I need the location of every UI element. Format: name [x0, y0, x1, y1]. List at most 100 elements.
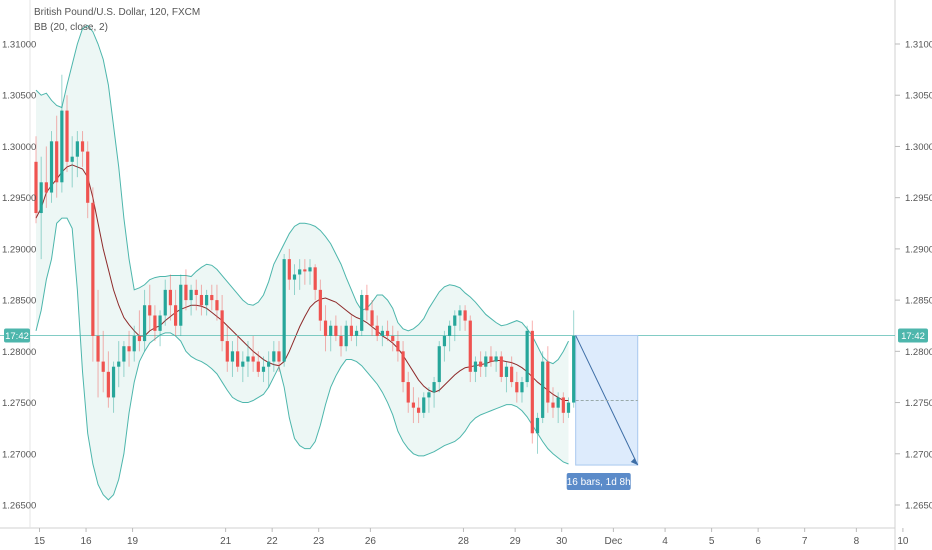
upper-band-line — [35, 24, 569, 365]
x-tick-label: 4 — [662, 536, 668, 547]
candle — [60, 74, 64, 193]
candle — [132, 325, 136, 362]
candle-body — [173, 305, 178, 326]
y-tick-label-right: 1.31000 — [905, 40, 932, 51]
candle — [354, 325, 359, 347]
x-tick-label: 16 — [80, 536, 92, 547]
candle-body — [515, 382, 519, 393]
candle — [292, 264, 297, 295]
indicator-legend: BB (20, close, 2) — [34, 22, 108, 33]
candle-body — [484, 356, 488, 367]
candle — [541, 351, 545, 424]
projection-arrowhead — [630, 458, 638, 466]
candle-body — [194, 289, 198, 295]
candle-body — [551, 402, 555, 408]
candle — [220, 294, 224, 352]
x-tick-label: 30 — [556, 536, 568, 547]
candle-body — [396, 341, 400, 352]
x-tick-label: 28 — [458, 536, 470, 547]
candle — [158, 310, 162, 347]
candle-body — [137, 335, 141, 342]
y-tick-label-left: 1.27500 — [2, 398, 36, 409]
candle-body — [205, 294, 209, 306]
candle — [385, 320, 390, 342]
projection-tool[interactable]: 16 bars, 1d 8h — [566, 334, 639, 491]
candle — [515, 371, 519, 403]
candle — [298, 259, 302, 290]
candle — [520, 376, 524, 403]
candle-body — [494, 356, 498, 362]
candle-body — [556, 397, 560, 408]
candle-body — [318, 289, 322, 321]
candle-body — [479, 361, 483, 367]
y-tick-label-left: 1.31000 — [2, 40, 36, 51]
candle-body — [287, 259, 291, 280]
candle — [535, 412, 540, 454]
x-tick-label: 26 — [365, 536, 377, 547]
candle-body — [432, 382, 436, 393]
candle — [427, 387, 431, 413]
candle-body — [236, 351, 240, 367]
candle — [375, 315, 379, 342]
candle — [572, 310, 576, 408]
candle — [339, 325, 343, 357]
candle-body — [427, 392, 431, 398]
candle-body — [520, 382, 524, 393]
candle-body — [541, 361, 545, 418]
y-tick-label-right: 1.26500 — [905, 501, 932, 512]
candle — [91, 187, 95, 362]
candle-body — [70, 156, 74, 162]
candle — [432, 376, 436, 408]
x-tick-label: 6 — [755, 536, 761, 547]
candle — [365, 284, 369, 321]
candle-body — [142, 305, 147, 342]
candle — [360, 289, 364, 336]
x-tick-label: 29 — [510, 536, 522, 547]
candle — [442, 330, 447, 362]
candle — [117, 341, 121, 388]
candle — [566, 397, 571, 418]
candle — [137, 310, 141, 352]
candle — [65, 95, 69, 173]
candle-body — [313, 267, 317, 290]
candle — [86, 141, 90, 219]
candle-body — [65, 110, 69, 162]
candle — [458, 305, 462, 331]
candle — [416, 397, 421, 424]
candle-body — [339, 335, 343, 347]
candle-body — [349, 325, 353, 336]
candle — [96, 289, 100, 398]
candle-body — [55, 141, 59, 183]
candle-body — [530, 330, 534, 434]
candle-body — [39, 182, 43, 214]
candle-body — [334, 325, 338, 336]
candle — [148, 284, 152, 331]
candle-body — [168, 289, 173, 306]
candle — [236, 335, 240, 372]
candle-body — [49, 141, 54, 193]
x-tick-label: 21 — [220, 536, 232, 547]
candle — [510, 356, 514, 388]
candle-body — [411, 402, 416, 408]
candle-body — [148, 305, 152, 316]
candle-body — [572, 335, 576, 403]
time-axis: 15 16 19 21 22 23 26 28 29 30 Dec 4 5 6 7 8 10 — [34, 528, 909, 547]
candle — [499, 351, 503, 383]
candle — [210, 284, 214, 311]
candle — [463, 305, 467, 331]
candle-body — [215, 300, 219, 311]
y-tick-label-left: 1.30000 — [2, 142, 36, 153]
candle — [49, 131, 54, 203]
candle — [80, 131, 85, 167]
candle-body — [246, 356, 250, 362]
candle — [556, 392, 560, 424]
candle — [199, 284, 204, 316]
y-tick-label-left: 1.26500 — [2, 501, 36, 512]
candle — [448, 320, 452, 352]
x-tick-label: 15 — [34, 536, 46, 547]
x-tick-label: 22 — [267, 536, 279, 547]
candle-body — [360, 294, 364, 331]
price-tag-left-label: 17:42 — [5, 331, 29, 342]
y-tick-label-left: 1.29000 — [2, 244, 36, 255]
